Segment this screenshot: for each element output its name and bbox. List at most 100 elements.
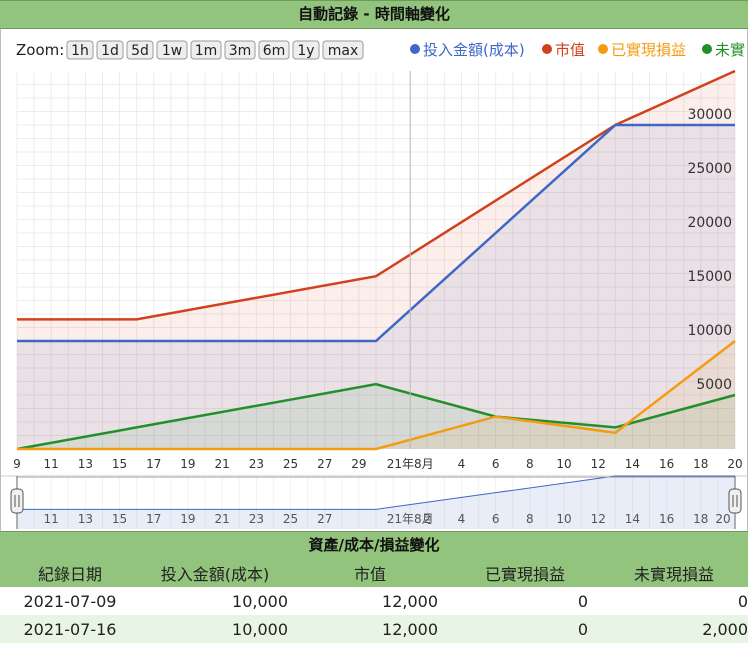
zoom-button-bg[interactable] <box>126 40 154 60</box>
x-tick-label: 27 <box>317 457 332 471</box>
table-panel-header: 資產/成本/損益變化 <box>0 531 748 560</box>
handle-grip[interactable] <box>10 488 24 514</box>
legend-label[interactable]: 已實現損益 <box>611 41 686 59</box>
chart-area: Zoom: 1h 1d 5d 1w 1m 3m 6m 1y max 投入金額(成本) 市值 已實現損益 未… <box>0 29 748 531</box>
zoom-button-label[interactable]: max <box>328 43 359 59</box>
navigator-tick-label: 16 <box>659 512 674 526</box>
navigator-tick-label: 8 <box>526 512 534 526</box>
zoom-button-1m[interactable]: 1m <box>190 40 222 60</box>
legend-marker <box>542 44 552 54</box>
legend-label[interactable]: 市值 <box>555 41 585 59</box>
cell-date: 2021-07-16 <box>23 619 117 639</box>
zoom-button-1y[interactable]: 1y <box>292 40 320 60</box>
col-header-realized: 已實現損益 <box>484 565 565 584</box>
x-tick-label: 18 <box>693 457 708 471</box>
cell-realized: 0 <box>577 619 588 639</box>
zoom-button-bg[interactable] <box>190 40 222 60</box>
series-line-未實 <box>16 382 736 451</box>
zoom-button-1w[interactable]: 1w <box>156 40 188 60</box>
x-tick-label: 11 <box>44 457 59 471</box>
y-axis-labels: 5000 10000 15000 20000 25000 30000 <box>687 107 732 393</box>
zoom-button-5d[interactable]: 5d <box>126 40 154 60</box>
cell-market-value: 12,000 <box>382 591 438 611</box>
zoom-button-bg[interactable] <box>322 40 364 60</box>
legend-marker <box>702 44 712 54</box>
y-tick-label: 20000 <box>687 215 732 231</box>
x-tick-label: 16 <box>659 457 674 471</box>
zoom-button-label[interactable]: 6m <box>263 43 286 59</box>
y-tick-label: 30000 <box>687 107 732 123</box>
horizontal-grid <box>17 84 735 436</box>
legend-label[interactable]: 投入金額(成本) <box>423 41 525 59</box>
legend-label[interactable]: 未實 <box>715 41 745 59</box>
navigator-tick-label: 21年8月 <box>387 512 434 526</box>
cell-market-value: 12,000 <box>382 619 438 639</box>
zoom-button-bg[interactable] <box>66 40 94 60</box>
legend-item[interactable]: 投入金額(成本) <box>410 41 525 59</box>
y-tick-label: 25000 <box>687 161 732 177</box>
y-tick-label: 15000 <box>687 269 732 285</box>
col-header-date: 紀錄日期 <box>37 565 102 584</box>
y-tick-label: 10000 <box>687 323 732 339</box>
series-line-市值 <box>17 69 736 321</box>
chart-panel-header: 自動記錄 - 時間軸變化 <box>0 0 748 29</box>
cell-cost: 10,000 <box>232 619 288 639</box>
zoom-button-label[interactable]: 1h <box>71 43 89 59</box>
col-header-unrealized: 未實現損益 <box>633 565 714 584</box>
x-tick-label: 9 <box>13 457 21 471</box>
navigator-tick-label: 6 <box>492 512 500 526</box>
legend-item[interactable]: 市值 <box>542 41 585 59</box>
navigator-tick-label: 27 <box>317 512 332 526</box>
history-table: 紀錄日期 投入金額(成本) 市值 已實現損益 未實現損益 2021-07-09 … <box>0 559 748 643</box>
zoom-button-max[interactable]: max <box>322 40 364 60</box>
handle-grip[interactable] <box>728 488 742 514</box>
navigator-tick-label: 2 <box>423 512 431 526</box>
cell-unrealized: 0 <box>737 591 748 611</box>
x-tick-label: 20 <box>727 457 742 471</box>
navigator-tick-label: 18 <box>693 512 708 526</box>
series-area-未實 <box>17 384 735 449</box>
legend-item[interactable]: 已實現損益 <box>598 41 686 59</box>
x-tick-label: 29 <box>351 457 366 471</box>
series-area-已實現損益 <box>17 341 735 449</box>
zoom-button-label[interactable]: 5d <box>131 43 149 59</box>
table-row: 2021-07-16 10,000 12,000 0 2,000 <box>0 615 748 643</box>
zoom-button-3m[interactable]: 3m <box>224 40 256 60</box>
x-tick-label: 21 <box>215 457 230 471</box>
x-tick-label: 17 <box>146 457 161 471</box>
x-tick-label: 12 <box>591 457 606 471</box>
legend-marker <box>598 44 608 54</box>
zoom-button-bg[interactable] <box>292 40 320 60</box>
zoom-button-bg[interactable] <box>96 40 124 60</box>
navigator-tick-label: 12 <box>591 512 606 526</box>
x-tick-label: 10 <box>556 457 571 471</box>
zoom-button-1d[interactable]: 1d <box>96 40 124 60</box>
zoom-label: Zoom: <box>16 41 64 59</box>
cell-unrealized: 2,000 <box>702 619 748 639</box>
x-tick-label: 6 <box>492 457 500 471</box>
zoom-button-bg[interactable] <box>224 40 256 60</box>
x-tick-label: 23 <box>249 457 264 471</box>
zoom-button-label[interactable]: 1w <box>162 43 182 59</box>
zoom-button-bg[interactable] <box>258 40 290 60</box>
legend-item[interactable]: 未實 <box>702 41 745 59</box>
table-panel-title: 資產/成本/損益變化 <box>308 536 440 554</box>
legend-marker <box>410 44 420 54</box>
x-tick-label: 19 <box>180 457 195 471</box>
series-area-投入金額(成本) <box>17 125 735 449</box>
zoom-button-label[interactable]: 1d <box>101 43 119 59</box>
navigator-tick-label: 4 <box>458 512 466 526</box>
navigator-tick-label: 19 <box>180 512 195 526</box>
zoom-button-label[interactable]: 1m <box>195 43 218 59</box>
zoom-button-label[interactable]: 1y <box>297 43 314 59</box>
navigator-left-handle[interactable] <box>10 476 24 529</box>
x-tick-label: 25 <box>283 457 298 471</box>
cell-realized: 0 <box>577 591 588 611</box>
zoom-button-label[interactable]: 3m <box>229 43 252 59</box>
zoom-button-6m[interactable]: 6m <box>258 40 290 60</box>
zoom-button-1h[interactable]: 1h <box>66 40 94 60</box>
zoom-button-bg[interactable] <box>156 40 188 60</box>
navigator-tick-label: 14 <box>625 512 640 526</box>
navigator-right-handle[interactable] <box>728 476 742 529</box>
